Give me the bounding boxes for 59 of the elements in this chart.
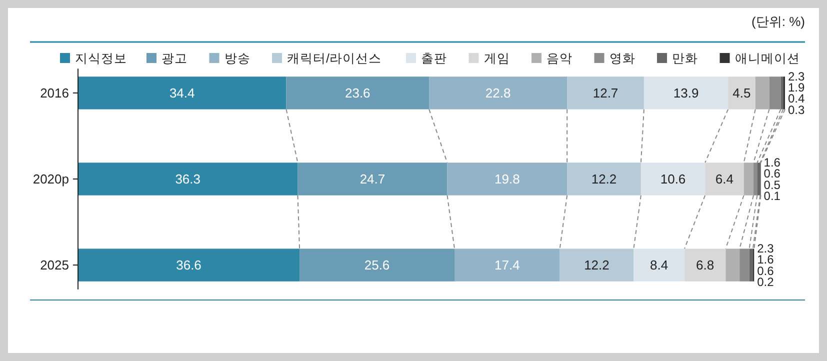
data-label: 34.4 bbox=[169, 86, 195, 101]
data-label: 6.4 bbox=[715, 172, 734, 187]
bar bbox=[744, 162, 754, 196]
data-label: 25.6 bbox=[364, 258, 390, 273]
legend-label: 광고 bbox=[162, 51, 188, 66]
bar bbox=[567, 162, 641, 196]
bar bbox=[447, 162, 568, 196]
bar bbox=[78, 248, 300, 282]
legend-label: 지식정보 bbox=[75, 51, 127, 66]
legend-label: 캐릭터/라이선스 bbox=[287, 51, 382, 66]
bar bbox=[726, 248, 740, 282]
data-label: 24.7 bbox=[360, 172, 386, 187]
data-label: 22.8 bbox=[485, 86, 511, 101]
legend-label: 게임 bbox=[484, 51, 510, 66]
text: (단위: %) bbox=[752, 14, 805, 29]
bar bbox=[567, 76, 644, 110]
bar bbox=[684, 248, 726, 282]
legend-label: 영화 bbox=[609, 51, 636, 66]
bar bbox=[728, 76, 756, 110]
data-label: 2.3 bbox=[757, 241, 774, 256]
bar bbox=[749, 248, 753, 282]
bar bbox=[298, 162, 448, 196]
data-label: 36.3 bbox=[175, 172, 201, 187]
data-label: 12.2 bbox=[584, 258, 610, 273]
bar bbox=[755, 76, 770, 110]
bar bbox=[705, 162, 744, 196]
bar bbox=[560, 248, 634, 282]
legend-label: 출판 bbox=[421, 51, 447, 66]
data-label: 8.4 bbox=[650, 258, 668, 273]
data-label: 17.4 bbox=[494, 258, 520, 273]
data-label: 12.7 bbox=[592, 86, 618, 101]
data-label: 13.9 bbox=[673, 86, 699, 101]
data-label: 23.6 bbox=[344, 86, 370, 101]
y-tick-label: 2016 bbox=[40, 86, 69, 101]
legend-label: 음악 bbox=[546, 51, 572, 66]
bar bbox=[640, 162, 706, 196]
legend-label: 애니메이션 bbox=[734, 51, 800, 66]
y-tick-label: 2020p bbox=[32, 172, 69, 187]
bar bbox=[78, 76, 286, 110]
data-label: 12.2 bbox=[591, 172, 617, 187]
data-label: 4.5 bbox=[732, 86, 751, 101]
bar bbox=[644, 76, 728, 110]
data-label: 1.6 bbox=[764, 155, 781, 170]
data-label: 10.6 bbox=[660, 172, 686, 187]
legend-label: 만화 bbox=[672, 51, 698, 66]
data-label: 6.8 bbox=[696, 258, 714, 273]
data-label: 2.3 bbox=[788, 69, 806, 84]
bar bbox=[300, 248, 454, 282]
bar bbox=[429, 76, 568, 110]
data-label: 36.6 bbox=[176, 258, 202, 273]
bar bbox=[634, 248, 685, 282]
bar bbox=[454, 248, 560, 282]
bar bbox=[78, 162, 298, 196]
data-label: 19.8 bbox=[494, 172, 520, 187]
y-tick-label: 2025 bbox=[40, 258, 69, 273]
data-label: 0.2 bbox=[757, 275, 774, 290]
legend-label: 방송 bbox=[224, 51, 250, 66]
bar bbox=[757, 162, 760, 196]
bar bbox=[286, 76, 430, 110]
